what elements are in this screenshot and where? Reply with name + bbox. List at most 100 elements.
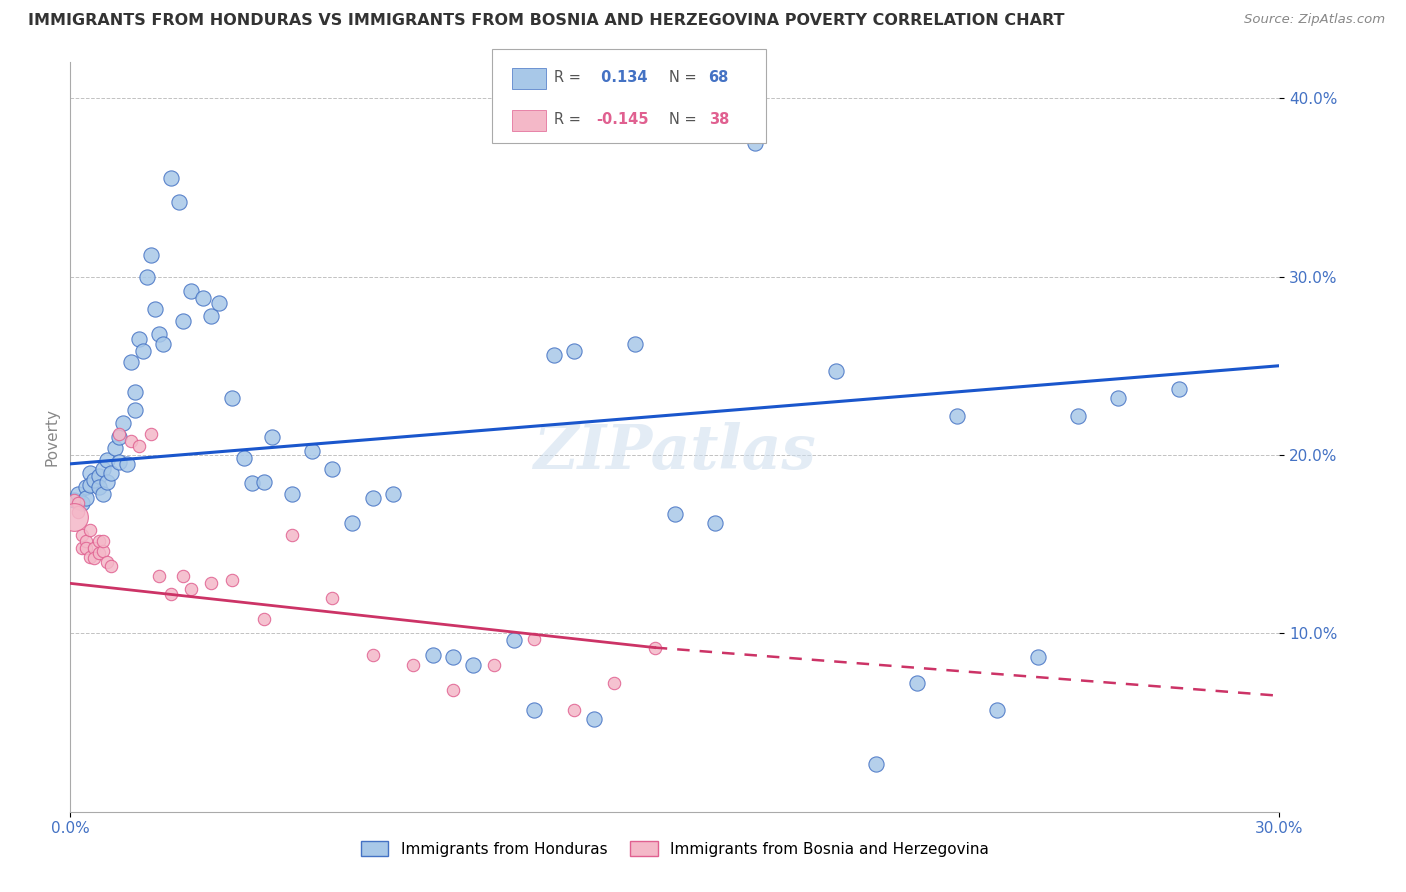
- Point: [825, 364, 848, 378]
- Text: 38: 38: [709, 112, 728, 127]
- Text: R =: R =: [554, 70, 585, 85]
- Point: [83, 473, 105, 487]
- Point: [260, 430, 283, 444]
- Point: [180, 284, 202, 298]
- Point: [361, 491, 384, 505]
- Point: [704, 516, 727, 530]
- Point: [63, 492, 86, 507]
- Point: [1067, 409, 1090, 423]
- Point: [865, 756, 887, 771]
- Point: [87, 533, 110, 548]
- Point: [75, 480, 97, 494]
- Point: [79, 466, 101, 480]
- Point: [664, 507, 686, 521]
- Point: [75, 541, 97, 555]
- Text: 0.134: 0.134: [596, 70, 648, 85]
- Point: [128, 332, 150, 346]
- Point: [63, 510, 86, 524]
- Text: N =: N =: [669, 70, 702, 85]
- Point: [72, 528, 94, 542]
- Point: [107, 455, 129, 469]
- Y-axis label: Poverty: Poverty: [44, 408, 59, 467]
- Point: [120, 434, 142, 448]
- Point: [91, 462, 114, 476]
- Point: [644, 640, 666, 655]
- Point: [96, 475, 118, 489]
- Point: [463, 658, 485, 673]
- Point: [562, 344, 585, 359]
- Point: [87, 480, 110, 494]
- Legend: Immigrants from Honduras, Immigrants from Bosnia and Herzegovina: Immigrants from Honduras, Immigrants fro…: [361, 840, 988, 856]
- Point: [523, 632, 546, 646]
- Point: [381, 487, 404, 501]
- Point: [167, 194, 190, 209]
- Point: [1026, 649, 1049, 664]
- Point: [148, 569, 170, 583]
- Text: Source: ZipAtlas.com: Source: ZipAtlas.com: [1244, 13, 1385, 27]
- Point: [67, 505, 90, 519]
- Point: [422, 648, 444, 662]
- Point: [744, 136, 766, 150]
- Point: [986, 703, 1008, 717]
- Point: [160, 587, 183, 601]
- Point: [221, 573, 243, 587]
- Point: [100, 466, 122, 480]
- Point: [91, 544, 114, 558]
- Point: [240, 476, 263, 491]
- Point: [124, 403, 146, 417]
- Point: [502, 633, 524, 648]
- Point: [91, 533, 114, 548]
- Point: [281, 487, 304, 501]
- Point: [232, 451, 254, 466]
- Point: [67, 487, 90, 501]
- Point: [83, 541, 105, 555]
- Point: [107, 426, 129, 441]
- Point: [96, 453, 118, 467]
- Point: [172, 314, 194, 328]
- Point: [148, 326, 170, 341]
- Point: [321, 591, 343, 605]
- Point: [107, 430, 129, 444]
- Point: [75, 491, 97, 505]
- Point: [1107, 391, 1129, 405]
- Text: IMMIGRANTS FROM HONDURAS VS IMMIGRANTS FROM BOSNIA AND HERZEGOVINA POVERTY CORRE: IMMIGRANTS FROM HONDURAS VS IMMIGRANTS F…: [28, 13, 1064, 29]
- Point: [342, 516, 364, 530]
- Point: [128, 439, 150, 453]
- Point: [79, 549, 101, 564]
- Point: [905, 676, 928, 690]
- Point: [83, 551, 105, 566]
- Point: [208, 296, 231, 310]
- Point: [111, 416, 134, 430]
- Point: [253, 612, 276, 626]
- Point: [623, 337, 645, 351]
- Point: [193, 291, 215, 305]
- Point: [172, 569, 194, 583]
- Point: [523, 703, 546, 717]
- Point: [281, 528, 304, 542]
- Point: [441, 649, 464, 664]
- Point: [180, 582, 202, 596]
- Point: [321, 462, 343, 476]
- Point: [72, 496, 94, 510]
- Point: [1167, 382, 1189, 396]
- Point: [79, 478, 101, 492]
- Text: R =: R =: [554, 112, 585, 127]
- Text: N =: N =: [669, 112, 702, 127]
- Point: [543, 348, 565, 362]
- Point: [946, 409, 969, 423]
- Text: 68: 68: [709, 70, 728, 85]
- Point: [124, 385, 146, 400]
- Point: [441, 683, 464, 698]
- Point: [79, 523, 101, 537]
- Point: [603, 676, 626, 690]
- Point: [104, 441, 127, 455]
- Point: [160, 171, 183, 186]
- Point: [91, 487, 114, 501]
- Point: [120, 355, 142, 369]
- Point: [583, 712, 606, 726]
- Point: [361, 648, 384, 662]
- Point: [87, 546, 110, 560]
- Point: [301, 444, 323, 458]
- Point: [75, 533, 97, 548]
- Point: [221, 391, 243, 405]
